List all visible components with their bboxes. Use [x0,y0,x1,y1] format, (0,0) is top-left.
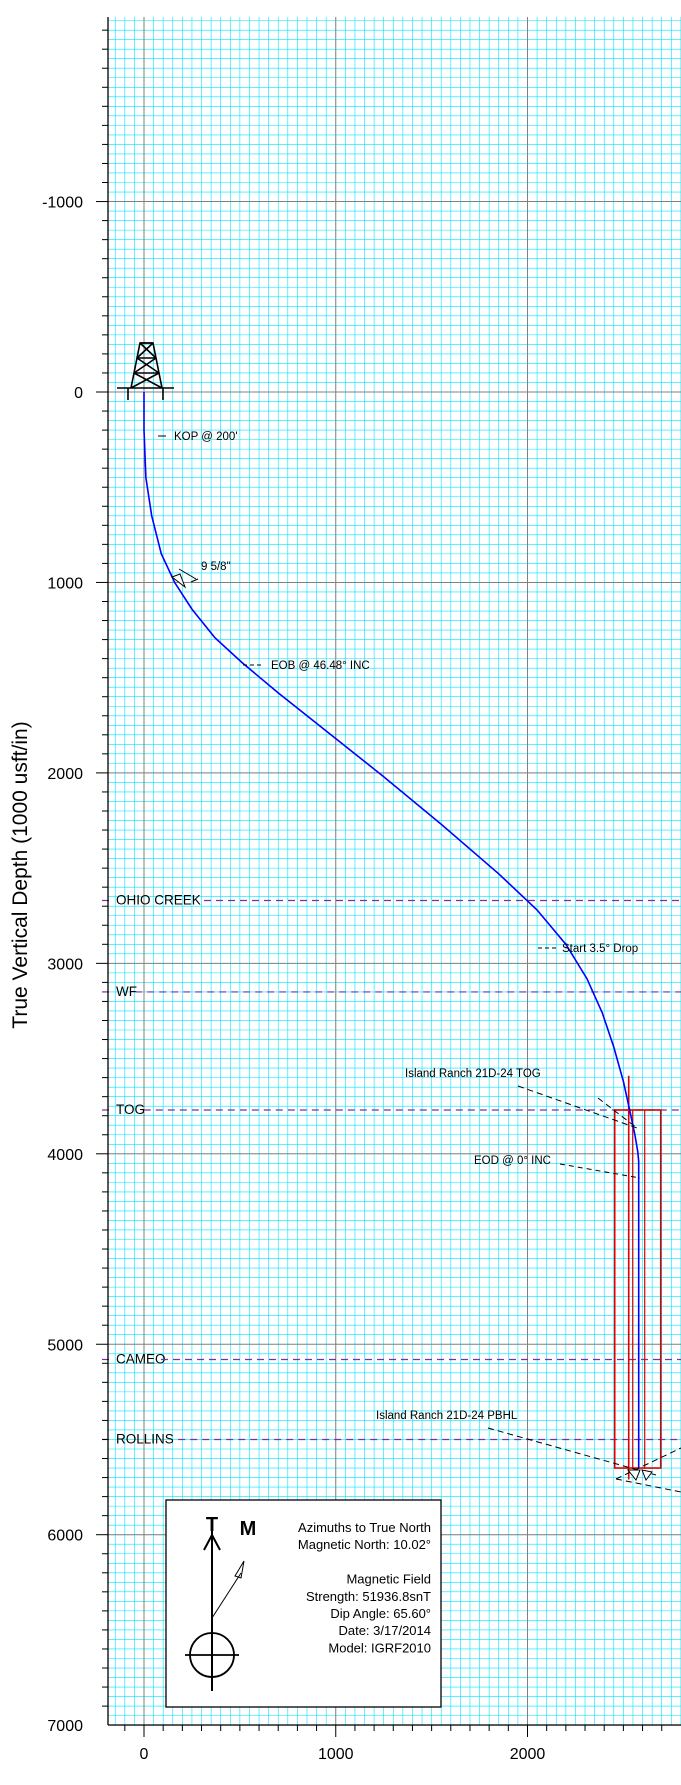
annotation-casing: 9 5/8" [190,561,231,583]
y-tick-label: 7000 [47,1718,83,1735]
y-tick-label: 6000 [47,1528,83,1545]
magnetic-north-letter: M [240,1518,257,1540]
x-tick-label: 1000 [318,1746,354,1763]
magnetic-north-arrow-icon [211,1560,245,1619]
annotation-eod-text: EOD @ 0° INC [474,1155,551,1167]
wellpath-series-line [143,392,640,1468]
annotation-start-drop: Start 3.5° Drop [538,943,638,955]
north-reference-legend: T M Azimuths to True North Magnetic North… [165,1499,442,1708]
x-tick-labels: 0 1000 2000 [140,1746,546,1763]
casing-shoe-marker [170,568,197,589]
crosshair-circle-icon [185,1632,239,1678]
legend-line: Date: 3/17/2014 [338,1623,431,1638]
legend-line: Model: IGRF2010 [328,1640,431,1655]
legend-line: Magnetic North: 10.02° [298,1537,431,1552]
annotation-kop: KOP @ 200' [158,431,238,443]
y-tick-label: 0 [74,385,83,402]
y-axis-label: True Vertical Depth (1000 usft/in) [9,721,32,1028]
formation-label: ROLLINS [116,1431,174,1446]
legend-line: Strength: 51936.8snT [306,1589,431,1604]
legend-line: Azimuths to True North [298,1520,431,1535]
annotation-eob-text: EOB @ 46.48° INC [271,660,370,672]
y-tick-label: -1000 [42,195,83,212]
legend-line: Dip Angle: 65.60° [330,1606,431,1621]
formation-label: TOG [116,1102,145,1117]
legend-text-lines: Azimuths to True North Magnetic North: 10… [298,1520,431,1655]
true-north-letter: T [206,1514,218,1536]
formation-label: OHIO CREEK [116,893,201,908]
annotation-pbhl-target-text: Island Ranch 21D-24 PBHL [376,1410,518,1422]
legend-line: Magnetic Field [346,1572,431,1587]
annotation-casing-text: 9 5/8" [201,561,231,573]
formation-label: WF [116,984,137,999]
annotations: KOP @ 200' 9 5/8" EOB @ 46.48° INC Start… [158,431,681,1493]
minor-grid [108,17,681,1725]
annotation-pbhl-target: Island Ranch 21D-24 PBHL [376,1410,681,1493]
y-tick-label: 2000 [47,766,83,783]
annotation-start-drop-text: Start 3.5° Drop [562,943,638,955]
drilling-rig-icon [117,342,174,400]
true-north-arrow-icon [203,1531,221,1691]
y-tick-label: 3000 [47,956,83,973]
formation-label: CAMEO [116,1351,166,1366]
target-marker-box [613,1109,662,1469]
y-tick-label: 5000 [47,1337,83,1354]
y-tick-labels: -1000 0 1000 2000 3000 4000 5000 6000 7000 [42,195,83,1736]
annotation-eod: EOD @ 0° INC [474,1155,641,1179]
target-markers [613,1075,662,1480]
y-axis [96,17,681,1737]
x-tick-label: 2000 [510,1746,546,1763]
formation-lines: OHIO CREEK WF TOG CAMEO ROLLINS [102,893,681,1446]
annotation-kop-text: KOP @ 200' [174,431,238,443]
y-tick-label: 4000 [47,1147,83,1164]
y-tick-label: 1000 [47,575,83,592]
annotation-tog-target-text: Island Ranch 21D-24 TOG [405,1068,541,1080]
x-tick-label: 0 [140,1746,149,1763]
annotation-tog-target: Island Ranch 21D-24 TOG [405,1068,638,1129]
annotation-eob: EOB @ 46.48° INC [243,660,370,672]
